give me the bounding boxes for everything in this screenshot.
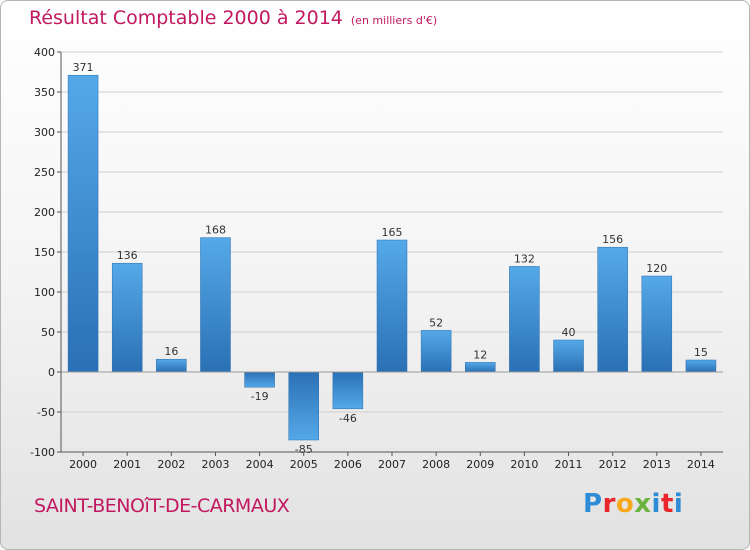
bar — [685, 359, 717, 373]
bar — [200, 237, 231, 373]
y-tick-label: 400 — [34, 46, 55, 59]
y-tick-label: -50 — [37, 406, 55, 419]
bar-value-label: 371 — [73, 61, 94, 74]
x-tick-label: 2002 — [157, 458, 185, 471]
proxiti-logo: Proxiti — [583, 489, 683, 519]
bar — [641, 275, 673, 373]
x-tick-label: 2004 — [246, 458, 274, 471]
bar-value-label: 120 — [646, 262, 667, 275]
x-tick-label: 2007 — [378, 458, 406, 471]
bar — [420, 330, 452, 373]
logo-letter: r — [602, 489, 616, 519]
x-tick-label: 2010 — [510, 458, 538, 471]
y-tick-label: 0 — [48, 366, 55, 379]
logo-letter: x — [634, 489, 652, 519]
bar-value-label: 132 — [514, 252, 535, 265]
logo-letter: P — [583, 489, 603, 519]
bar-value-label: 12 — [473, 348, 487, 361]
bar — [67, 74, 99, 373]
logo-letter: i — [673, 489, 684, 519]
bar-value-label: 15 — [694, 346, 708, 359]
bar-value-label: 136 — [117, 249, 138, 262]
y-tick-label: -100 — [30, 446, 55, 459]
city-name: SAINT-BENOîT-DE-CARMAUX — [34, 495, 290, 517]
bar — [332, 371, 364, 410]
x-tick-label: 2013 — [643, 458, 671, 471]
y-tick-label: 250 — [34, 166, 55, 179]
bar — [288, 371, 319, 441]
bar-value-label: 16 — [164, 345, 178, 358]
x-tick-label: 2006 — [334, 458, 362, 471]
bar-value-label: 156 — [602, 233, 623, 246]
x-tick-label: 2014 — [687, 458, 715, 471]
y-tick-label: 50 — [41, 326, 55, 339]
bar-value-label: -46 — [339, 412, 357, 425]
x-tick-label: 2012 — [599, 458, 627, 471]
bar — [553, 339, 584, 373]
chart-unit: (en milliers d'€) — [350, 14, 438, 27]
bar-value-label: -85 — [295, 443, 313, 456]
bar-value-label: 40 — [562, 326, 576, 339]
x-tick-label: 2001 — [113, 458, 141, 471]
bar — [465, 362, 496, 373]
y-tick-label: 300 — [34, 126, 55, 139]
y-tick-label: 350 — [34, 86, 55, 99]
bar — [244, 371, 275, 388]
bar-value-label: 165 — [382, 226, 403, 239]
logo-letter: i — [651, 489, 661, 519]
x-tick-label: 2008 — [422, 458, 450, 471]
y-tick-label: 150 — [34, 246, 55, 259]
bar — [156, 358, 187, 373]
x-tick-label: 2000 — [69, 458, 97, 471]
bar — [509, 266, 540, 373]
x-tick-label: 2003 — [201, 458, 229, 471]
chart-title-text: Résultat Comptable 2000 à 2014 — [29, 7, 343, 29]
x-tick-label: 2005 — [290, 458, 318, 471]
chart-title: Résultat Comptable 2000 à 2014 (en millie… — [29, 7, 437, 29]
logo-letter: t — [660, 489, 674, 519]
x-tick-label: 2009 — [466, 458, 494, 471]
bar — [111, 262, 143, 373]
bar — [597, 246, 628, 373]
y-tick-label: 200 — [34, 206, 55, 219]
bar-value-label: -19 — [251, 390, 269, 403]
bar-value-label: 168 — [205, 224, 226, 237]
x-tick-label: 2011 — [555, 458, 583, 471]
bar-value-label: 52 — [429, 316, 443, 329]
y-tick-label: 100 — [34, 286, 55, 299]
bar — [376, 239, 408, 373]
logo-letter: o — [615, 489, 635, 519]
